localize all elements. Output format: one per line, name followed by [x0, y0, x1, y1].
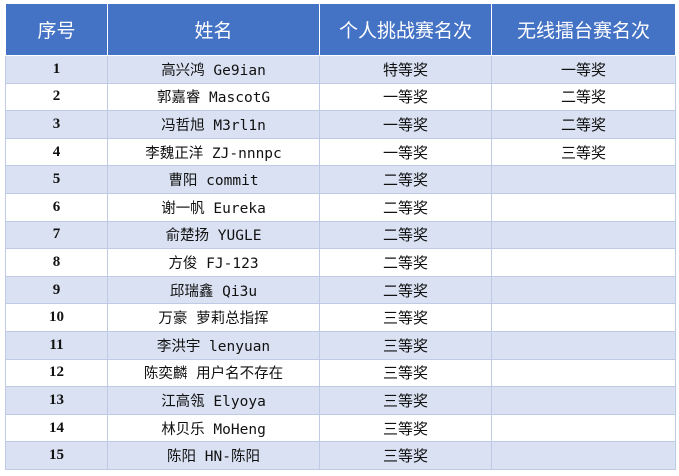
- cell-individual-rank: 二等奖: [319, 165, 492, 194]
- table-row: 4 李魏正洋 ZJ-nnnpc 一等奖 三等奖: [5, 137, 676, 167]
- header-name: 姓名: [107, 3, 320, 56]
- table-row: 14 林贝乐 MoHeng 三等奖: [5, 413, 676, 443]
- cell-individual-rank: 特等奖: [319, 55, 492, 84]
- cell-individual-rank: 三等奖: [319, 441, 492, 470]
- cell-arena-rank: 二等奖: [491, 110, 676, 139]
- cell-name: 江高瓴 Elyoya: [107, 386, 320, 415]
- cell-arena-rank: 三等奖: [491, 137, 676, 167]
- cell-index: 1: [5, 55, 108, 84]
- cell-individual-rank: 二等奖: [319, 192, 492, 222]
- table-body: 1 高兴鸿 Ge9ian 特等奖 一等奖 2 郭嘉睿 MascotG 一等奖 二…: [5, 55, 676, 470]
- cell-index: 7: [5, 220, 108, 250]
- table-row: 3 冯哲旭 M3rl1n 一等奖 二等奖: [5, 110, 676, 139]
- cell-name: 林贝乐 MoHeng: [107, 413, 320, 443]
- table-header: 序号 姓名 个人挑战赛名次 无线擂台赛名次: [5, 3, 676, 56]
- table-row: 1 高兴鸿 Ge9ian 特等奖 一等奖: [5, 55, 676, 84]
- cell-name: 陈奕麟 用户名不存在: [107, 358, 320, 388]
- cell-name: 邱瑞鑫 Qi3u: [107, 275, 320, 305]
- cell-name: 郭嘉睿 MascotG: [107, 82, 320, 112]
- cell-arena-rank: [491, 275, 676, 305]
- cell-index: 9: [5, 275, 108, 305]
- header-individual-rank: 个人挑战赛名次: [319, 3, 492, 56]
- cell-arena-rank: [491, 165, 676, 194]
- cell-arena-rank: 二等奖: [491, 82, 676, 112]
- table-row: 12 陈奕麟 用户名不存在 三等奖: [5, 358, 676, 388]
- cell-individual-rank: 三等奖: [319, 358, 492, 388]
- cell-name: 李魏正洋 ZJ-nnnpc: [107, 137, 320, 167]
- cell-arena-rank: [491, 248, 676, 277]
- cell-individual-rank: 一等奖: [319, 137, 492, 167]
- awards-table: 序号 姓名 个人挑战赛名次 无线擂台赛名次 1 高兴鸿 Ge9ian 特等奖 一…: [5, 3, 676, 470]
- cell-individual-rank: 二等奖: [319, 220, 492, 250]
- cell-index: 10: [5, 303, 108, 332]
- cell-individual-rank: 一等奖: [319, 110, 492, 139]
- table-row: 11 李洪宇 lenyuan 三等奖: [5, 330, 676, 360]
- table-row: 10 万豪 萝莉总指挥 三等奖: [5, 303, 676, 332]
- table-row: 15 陈阳 HN-陈阳 三等奖: [5, 441, 676, 470]
- table-row: 6 谢一帆 Eureka 二等奖: [5, 192, 676, 222]
- cell-name: 俞楚扬 YUGLE: [107, 220, 320, 250]
- cell-arena-rank: [491, 413, 676, 443]
- cell-name: 冯哲旭 M3rl1n: [107, 110, 320, 139]
- cell-index: 5: [5, 165, 108, 194]
- cell-individual-rank: 三等奖: [319, 303, 492, 332]
- cell-arena-rank: [491, 441, 676, 470]
- cell-index: 4: [5, 137, 108, 167]
- cell-individual-rank: 一等奖: [319, 82, 492, 112]
- cell-index: 11: [5, 330, 108, 360]
- cell-arena-rank: [491, 303, 676, 332]
- cell-arena-rank: [491, 192, 676, 222]
- cell-arena-rank: 一等奖: [491, 55, 676, 84]
- cell-index: 15: [5, 441, 108, 470]
- cell-index: 2: [5, 82, 108, 112]
- cell-name: 谢一帆 Eureka: [107, 192, 320, 222]
- cell-name: 陈阳 HN-陈阳: [107, 441, 320, 470]
- cell-name: 高兴鸿 Ge9ian: [107, 55, 320, 84]
- table-row: 7 俞楚扬 YUGLE 二等奖: [5, 220, 676, 250]
- table-row: 9 邱瑞鑫 Qi3u 二等奖: [5, 275, 676, 305]
- header-arena-rank: 无线擂台赛名次: [491, 3, 676, 56]
- cell-individual-rank: 二等奖: [319, 275, 492, 305]
- cell-name: 万豪 萝莉总指挥: [107, 303, 320, 332]
- awards-table-container: 序号 姓名 个人挑战赛名次 无线擂台赛名次 1 高兴鸿 Ge9ian 特等奖 一…: [5, 3, 676, 470]
- table-row: 8 方俊 FJ-123 二等奖: [5, 248, 676, 277]
- header-row: 序号 姓名 个人挑战赛名次 无线擂台赛名次: [5, 3, 676, 56]
- cell-index: 6: [5, 192, 108, 222]
- cell-arena-rank: [491, 386, 676, 415]
- cell-individual-rank: 二等奖: [319, 248, 492, 277]
- cell-name: 方俊 FJ-123: [107, 248, 320, 277]
- cell-individual-rank: 三等奖: [319, 330, 492, 360]
- table-row: 2 郭嘉睿 MascotG 一等奖 二等奖: [5, 82, 676, 112]
- cell-index: 14: [5, 413, 108, 443]
- cell-individual-rank: 三等奖: [319, 386, 492, 415]
- cell-arena-rank: [491, 220, 676, 250]
- cell-index: 3: [5, 110, 108, 139]
- cell-index: 8: [5, 248, 108, 277]
- cell-individual-rank: 三等奖: [319, 413, 492, 443]
- table-row: 13 江高瓴 Elyoya 三等奖: [5, 386, 676, 415]
- cell-arena-rank: [491, 358, 676, 388]
- cell-index: 13: [5, 386, 108, 415]
- header-index: 序号: [5, 3, 108, 56]
- cell-name: 李洪宇 lenyuan: [107, 330, 320, 360]
- cell-index: 12: [5, 358, 108, 388]
- cell-name: 曹阳 commit: [107, 165, 320, 194]
- cell-arena-rank: [491, 330, 676, 360]
- table-row: 5 曹阳 commit 二等奖: [5, 165, 676, 194]
